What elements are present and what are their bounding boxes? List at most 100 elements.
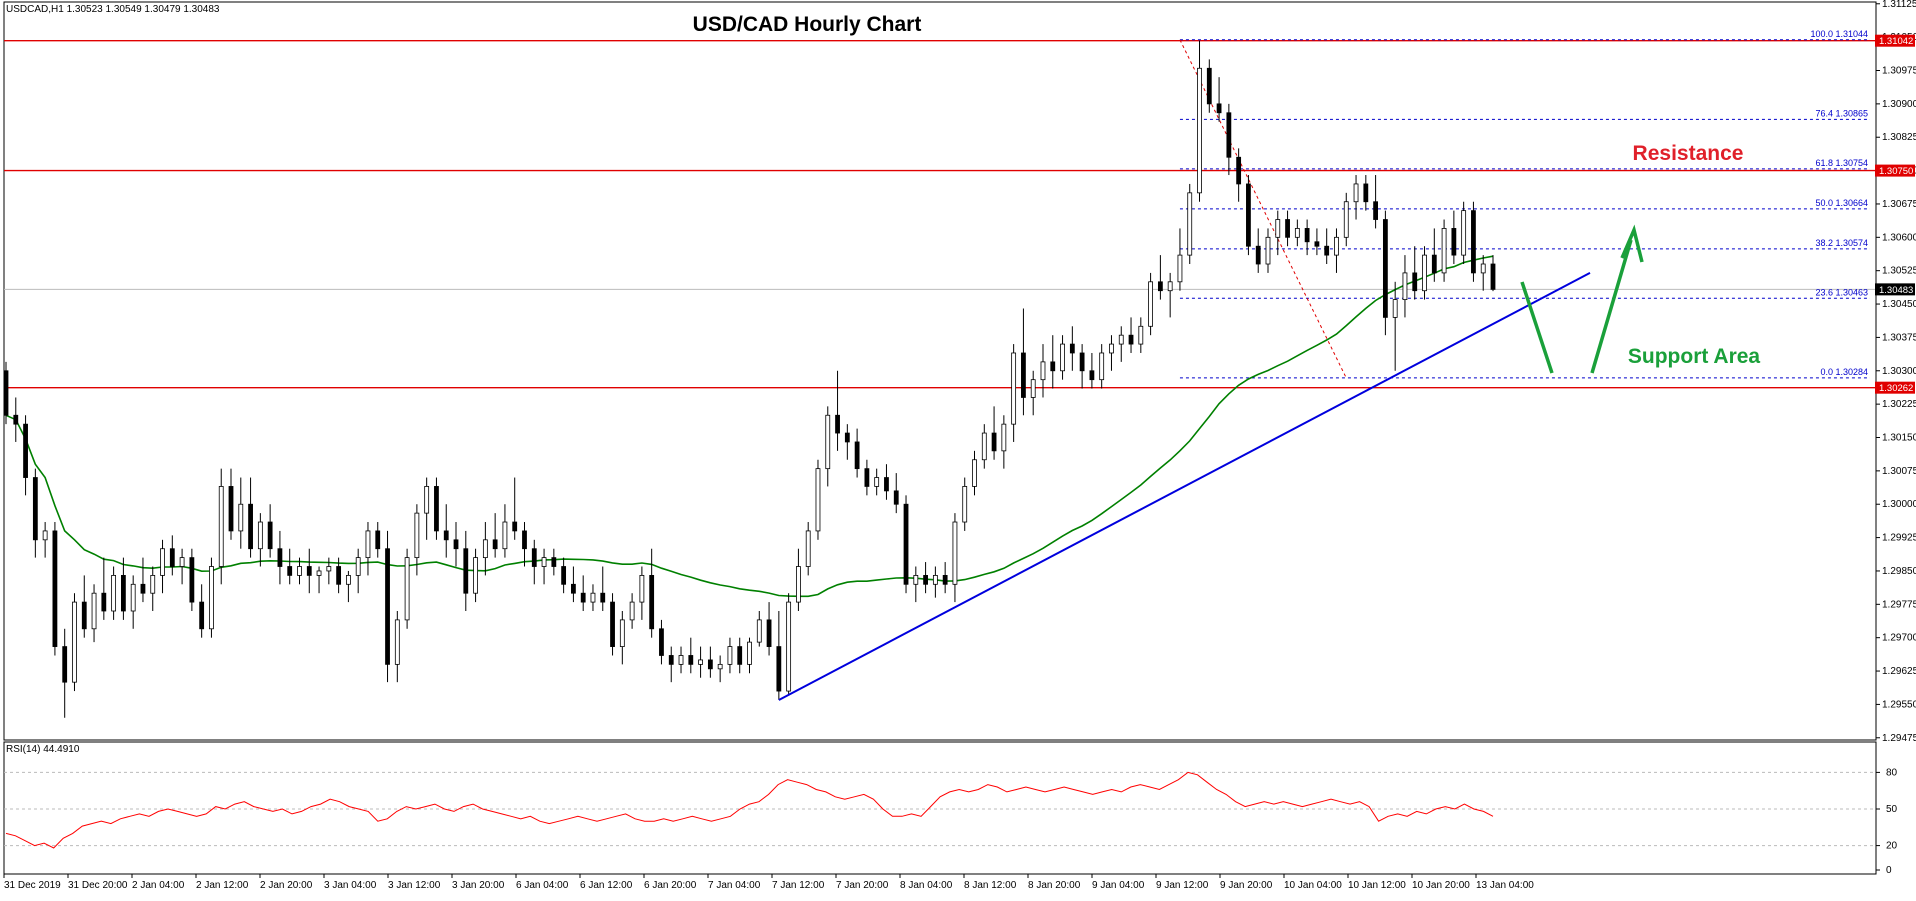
candle-body — [942, 575, 948, 585]
candle-body — [698, 659, 703, 665]
candle-body — [1294, 228, 1300, 238]
candle-body — [101, 592, 107, 612]
candle-body — [72, 601, 77, 683]
candle-body — [1363, 183, 1369, 203]
candle — [267, 504, 273, 558]
candle — [1001, 415, 1007, 469]
moving-average-line — [5, 255, 1494, 598]
candle — [610, 593, 615, 656]
candle — [913, 566, 919, 603]
candle-body — [394, 619, 400, 665]
y-tick-label: 1.31125 — [1882, 0, 1916, 10]
candle-body — [786, 601, 792, 692]
candle — [120, 557, 126, 620]
candle — [81, 575, 87, 638]
candle-body — [434, 486, 439, 532]
candle — [218, 468, 224, 585]
x-tick-label: 3 Jan 20:00 — [452, 880, 505, 891]
candle-body — [688, 655, 694, 665]
x-tick-label: 6 Jan 04:00 — [516, 880, 569, 891]
candle-body — [844, 432, 850, 443]
level-price-label: 1.30262 — [1879, 383, 1913, 394]
candle-body — [893, 490, 899, 505]
candle-body — [668, 655, 674, 665]
candle-body — [747, 641, 752, 665]
candle — [1334, 228, 1339, 273]
y-tick-label: 1.30900 — [1882, 99, 1916, 110]
candle-body — [355, 557, 361, 576]
candle — [522, 522, 527, 567]
candle — [502, 504, 508, 558]
candle — [1412, 246, 1418, 300]
candle-body — [1109, 343, 1114, 354]
candles — [3, 40, 1496, 718]
candle-body — [1412, 272, 1418, 292]
candle-body — [218, 486, 224, 567]
candle-body — [502, 521, 508, 550]
candle — [482, 522, 488, 576]
candle-body — [160, 548, 165, 576]
x-tick-label: 8 Jan 20:00 — [1028, 880, 1081, 891]
candle — [32, 468, 38, 558]
candle — [1304, 219, 1310, 256]
candle-body — [678, 655, 684, 665]
candle — [23, 415, 28, 496]
current-price-tag — [1875, 283, 1915, 296]
candle-body — [727, 646, 733, 665]
candle — [531, 539, 537, 585]
candle-body — [1079, 352, 1085, 372]
level-price-label: 1.31042 — [1879, 36, 1913, 47]
candle-body — [1099, 352, 1105, 381]
candle-body — [238, 503, 244, 532]
x-tick-label: 3 Jan 04:00 — [324, 880, 377, 891]
candle — [1490, 255, 1496, 292]
candle — [1451, 210, 1457, 265]
candle — [854, 428, 860, 478]
candle — [453, 522, 459, 567]
candle — [600, 566, 606, 611]
candle — [91, 584, 97, 643]
candle-body — [1285, 219, 1290, 238]
candle-body — [590, 592, 596, 603]
x-tick-label: 10 Jan 04:00 — [1284, 880, 1342, 891]
candle — [1265, 228, 1271, 273]
candle-body — [492, 539, 498, 550]
candle — [1011, 344, 1017, 442]
y-tick-label: 1.30525 — [1882, 266, 1916, 277]
candle — [717, 655, 723, 683]
candle-body — [805, 530, 811, 567]
candle-body — [1001, 423, 1007, 452]
candle-body — [981, 432, 987, 461]
candle — [1392, 281, 1398, 371]
candle-body — [23, 423, 28, 478]
candle-body — [1392, 299, 1398, 318]
candle-body — [541, 557, 547, 567]
x-tick-label: 31 Dec 2019 — [4, 880, 61, 891]
rsi-label: RSI(14) 44.4910 — [6, 744, 80, 755]
y-tick-label: 1.29475 — [1882, 733, 1916, 744]
candle — [179, 548, 185, 585]
candle — [277, 530, 283, 585]
candle-body — [1471, 210, 1476, 274]
candle-body — [1324, 245, 1330, 256]
candle-body — [923, 575, 928, 585]
candle — [952, 513, 958, 603]
candle — [434, 477, 439, 540]
support-trendline — [778, 272, 1591, 701]
candle — [835, 370, 840, 451]
candle — [13, 397, 19, 442]
x-tick-label: 7 Jan 20:00 — [836, 880, 889, 891]
candle — [1109, 335, 1114, 371]
candle — [619, 610, 625, 665]
candle-body — [1265, 236, 1271, 265]
x-tick-label: 2 Jan 12:00 — [196, 880, 249, 891]
candle-body — [1431, 254, 1437, 274]
candle — [228, 468, 234, 540]
candle — [962, 477, 968, 531]
candle-body — [561, 566, 567, 585]
candle-body — [3, 370, 9, 416]
x-tick-label: 9 Jan 20:00 — [1220, 880, 1273, 891]
candle-body — [659, 628, 664, 656]
rsi-line — [5, 771, 1494, 849]
candle — [1285, 210, 1290, 247]
